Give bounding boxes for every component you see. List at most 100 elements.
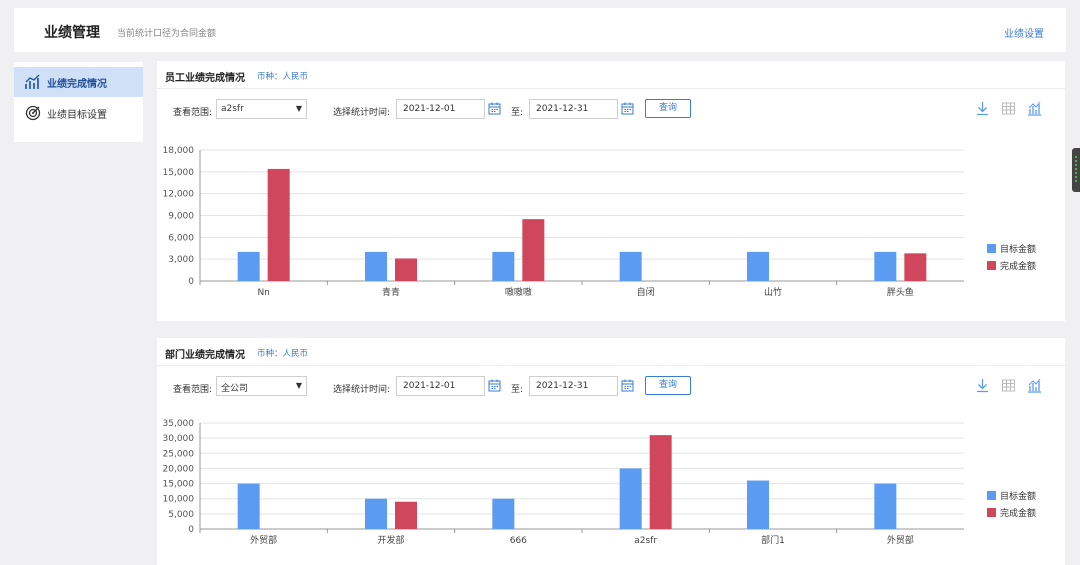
legend-item-completed[interactable]: 完成金额 (987, 257, 1036, 274)
y-tick-label: 20,000 (163, 464, 195, 474)
y-tick-label: 10,000 (163, 495, 195, 505)
sidebar: 业绩完成情况 业绩目标设置 (14, 62, 143, 142)
currency-label: 币种：人民币 (257, 349, 309, 359)
calendar-icon[interactable] (488, 102, 501, 115)
query-button[interactable]: 查询 (645, 99, 691, 118)
x-tick-label: 青青 (382, 286, 400, 298)
y-tick-label: 15,000 (163, 480, 195, 490)
start-date-input[interactable]: 2021-12-01 (396, 376, 485, 396)
scope-select[interactable]: a2sfr ▼ (216, 99, 307, 119)
y-tick-label: 25,000 (163, 449, 195, 459)
x-tick-label: 外贸部 (887, 534, 914, 546)
y-tick-label: 18,000 (163, 146, 195, 156)
table-view-icon[interactable] (1001, 378, 1016, 393)
scope-label: 查看范围: (173, 108, 213, 118)
legend-label: 完成金额 (1000, 262, 1037, 272)
y-tick-label: 15,000 (163, 168, 195, 178)
bar-target[interactable] (492, 498, 515, 529)
scope-select-value: a2sfr (221, 104, 244, 114)
bar-target[interactable] (237, 251, 260, 281)
time-label: 选择统计时间: (333, 108, 391, 118)
sidebar-item-target-settings[interactable]: 业绩目标设置 (14, 98, 143, 128)
currency-label: 币种：人民币 (257, 72, 309, 82)
y-tick-label: 35,000 (163, 419, 195, 429)
y-tick-label: 0 (188, 525, 194, 535)
bar-target[interactable] (874, 483, 897, 529)
end-date-input[interactable]: 2021-12-31 (529, 376, 618, 396)
department-performance-chart: 0 5,000 10,000 15,000 20,000 25,000 30,000 35,0… (163, 419, 964, 546)
bar-completed[interactable] (522, 219, 545, 281)
chart-view-icon[interactable] (1027, 101, 1042, 116)
legend-label: 完成金额 (1000, 509, 1037, 519)
bar-completed[interactable] (395, 501, 417, 529)
legend-swatch (987, 261, 996, 270)
download-icon[interactable] (975, 101, 990, 116)
end-date-input[interactable]: 2021-12-31 (529, 99, 618, 119)
table-view-icon[interactable] (1001, 101, 1016, 116)
side-drawer-handle[interactable] (1072, 148, 1080, 192)
bar-completed[interactable] (395, 258, 417, 281)
download-icon[interactable] (975, 378, 990, 393)
legend-swatch (987, 491, 996, 500)
time-label: 选择统计时间: (333, 385, 391, 395)
x-tick-label: 山竹 (764, 286, 782, 298)
target-icon (24, 104, 42, 122)
filter-bar: 查看范围: 全公司 ▼ 选择统计时间: 2021-12-01 至: 2021-1… (157, 376, 1065, 398)
start-date-input[interactable]: 2021-12-01 (396, 99, 485, 119)
sidebar-item-performance-status[interactable]: 业绩完成情况 (14, 67, 143, 97)
x-tick-label: 自闭 (637, 286, 655, 298)
legend-swatch (987, 244, 996, 253)
bar-target[interactable] (747, 251, 769, 281)
chart-view-icon[interactable] (1027, 378, 1042, 393)
bar-target[interactable] (365, 251, 387, 281)
calendar-icon[interactable] (488, 379, 501, 392)
calendar-icon[interactable] (621, 102, 634, 115)
y-tick-label: 9,000 (168, 212, 194, 222)
bar-completed[interactable] (649, 435, 672, 529)
bar-target[interactable] (874, 251, 897, 281)
x-tick-label: 嗷嗷嗷 (505, 286, 532, 298)
panel-title: 部门业绩完成情况 (165, 350, 245, 361)
x-tick-label: Nn (257, 288, 269, 298)
sidebar-item-label: 业绩完成情况 (47, 78, 107, 90)
x-tick-label: 外贸部 (250, 534, 277, 546)
bar-completed[interactable] (267, 168, 290, 281)
to-label: 至: (511, 385, 524, 395)
scope-select[interactable]: 全公司 ▼ (216, 376, 307, 396)
panel-header: 员工业绩完成情况 币种：人民币 (157, 61, 1065, 89)
calendar-icon[interactable] (621, 379, 634, 392)
y-tick-label: 30,000 (163, 434, 195, 444)
bar-target[interactable] (237, 483, 260, 529)
legend-item-target[interactable]: 目标金额 (987, 240, 1036, 257)
bar-target[interactable] (492, 251, 515, 281)
y-tick-label: 3,000 (168, 255, 194, 265)
x-tick-label: 部门1 (761, 534, 785, 546)
chart-legend: 目标金额 完成金额 (987, 240, 1036, 274)
performance-settings-link[interactable]: 业绩设置 (1004, 29, 1044, 40)
legend-item-completed[interactable]: 完成金额 (987, 504, 1036, 521)
panel-title: 员工业绩完成情况 (165, 73, 245, 84)
legend-swatch (987, 508, 996, 517)
bar-target[interactable] (619, 468, 642, 529)
bar-target[interactable] (747, 480, 769, 529)
y-tick-label: 5,000 (168, 510, 194, 520)
y-tick-label: 12,000 (163, 190, 195, 200)
x-tick-label: 胖头鱼 (887, 286, 914, 298)
bar-completed[interactable] (904, 253, 927, 281)
x-tick-label: 开发部 (377, 534, 404, 546)
panel-header: 部门业绩完成情况 币种：人民币 (157, 338, 1065, 366)
employee-performance-panel: 员工业绩完成情况 币种：人民币 查看范围: a2sfr ▼ 选择统计时间: 20… (157, 61, 1065, 321)
sidebar-item-label: 业绩目标设置 (47, 109, 107, 121)
legend-label: 目标金额 (1000, 492, 1037, 502)
bar-target[interactable] (365, 498, 387, 529)
x-tick-label: a2sfr (634, 536, 657, 546)
chart-legend: 目标金额 完成金额 (987, 487, 1036, 521)
filter-bar: 查看范围: a2sfr ▼ 选择统计时间: 2021-12-01 至: 2021… (157, 99, 1065, 121)
chevron-down-icon: ▼ (295, 104, 302, 113)
scope-select-value: 全公司 (221, 384, 249, 394)
bar-target[interactable] (619, 251, 642, 281)
legend-item-target[interactable]: 目标金额 (987, 487, 1036, 504)
legend-label: 目标金额 (1000, 245, 1037, 255)
query-button[interactable]: 查询 (645, 376, 691, 395)
page-title: 业绩管理 (44, 25, 100, 41)
